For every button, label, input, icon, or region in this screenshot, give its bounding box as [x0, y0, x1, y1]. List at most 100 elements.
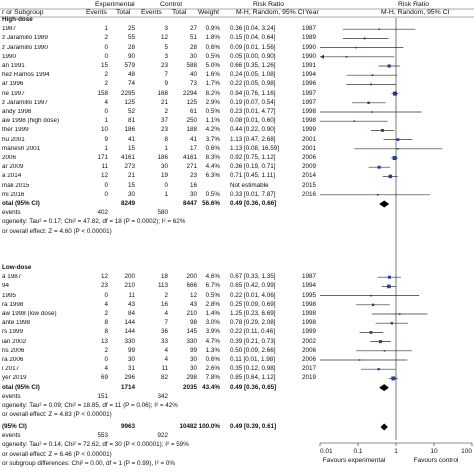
exp-total: 99: [127, 346, 135, 354]
risk-ratio-ci: 0.19 [0.07, 0.54]: [230, 98, 276, 106]
exp-events: 4: [104, 98, 108, 106]
point-0-9-marker: [370, 111, 373, 113]
study-name: ar 2009: [2, 164, 24, 171]
header-ctrl-total: Total: [172, 9, 187, 16]
study-year: 1998: [302, 300, 317, 308]
ctrl-total: 588: [186, 62, 197, 69]
weight: 5.0%: [205, 62, 220, 69]
events-exp: 151: [97, 392, 108, 400]
point-1-2-marker: [370, 294, 372, 297]
exp-total: 296: [124, 374, 135, 382]
exp-events: 158: [97, 89, 108, 97]
study-name: ian 2002: [2, 338, 27, 345]
subtotal-ctrl-total: 8447: [182, 200, 197, 207]
exp-events: 10: [100, 126, 108, 134]
study-name: hez Ramos 1994: [2, 72, 50, 79]
ctrl-total: 200: [186, 273, 197, 281]
ctrl-total: 61: [189, 108, 197, 115]
study-name: mali 2015: [2, 182, 30, 189]
ctrl-total: 41: [189, 135, 197, 143]
exp-events: 12: [100, 273, 108, 281]
ctrl-total: 250: [186, 117, 197, 125]
ctrl-total: 330: [186, 337, 197, 345]
exp-events: 4: [104, 300, 108, 308]
events-exp: 402: [97, 209, 108, 217]
study-name: yer 2019: [2, 375, 27, 382]
study-name: 1990: [2, 53, 17, 60]
ctrl-events: 18: [160, 273, 168, 281]
ctrl-total: 17: [189, 144, 197, 152]
exp-events: 0: [104, 108, 108, 115]
point-1-6-marker: [369, 331, 373, 334]
ctrl-total: 30: [189, 365, 197, 373]
weight: 1.6%: [205, 71, 220, 79]
weight: 3.7%: [205, 135, 220, 143]
weight: 8.3%: [205, 154, 220, 161]
risk-ratio-ci: 0.23 [0.01, 4.77]: [230, 108, 276, 115]
ctrl-events: 33: [160, 337, 168, 345]
exp-events: 2: [104, 310, 108, 317]
study-name: mi 2016: [2, 191, 25, 198]
point-1-5-marker: [390, 321, 394, 325]
overall-ci: 0.49 [0.39, 0.61]: [230, 423, 277, 430]
exp-events: 9: [104, 135, 108, 143]
risk-ratio-ci: 0.78 [0.29, 2.08]: [230, 319, 276, 327]
exp-total: 81: [127, 117, 135, 125]
ctrl-total: 23: [189, 172, 197, 180]
risk-ratio-ci: 0.36 [0.19, 0.71]: [230, 163, 276, 171]
ctrl-total: 99: [189, 346, 197, 354]
point-0-0-marker: [378, 28, 380, 30]
exp-events: 2: [104, 71, 108, 79]
exp-events: 69: [100, 374, 108, 382]
subtotal-weight: 56.6%: [202, 200, 220, 207]
weight: 1.7%: [205, 80, 220, 88]
ctrl-total: 40: [189, 71, 197, 79]
point-1-4-marker: [398, 313, 401, 315]
subtotal-label: otal (95% CI): [2, 200, 40, 207]
exp-events: 13: [100, 337, 108, 345]
header-study-column: r or Subgroup: [2, 9, 44, 16]
study-year: 1987: [302, 25, 317, 33]
point-1-10-marker: [377, 368, 380, 371]
ctrl-events: 5: [164, 43, 168, 51]
study-year: 1998: [302, 108, 317, 115]
exp-events: 2: [104, 346, 108, 354]
exp-total: 74: [127, 80, 135, 88]
risk-ratio-ci: 0.94 [0.76, 1.16]: [230, 89, 276, 97]
ctrl-total: 16: [189, 181, 197, 189]
exp-total: 579: [124, 62, 135, 69]
study-name: rs 1999: [2, 329, 24, 336]
study-year: 1998: [302, 319, 317, 327]
ctrl-events: 21: [160, 98, 168, 106]
ctrl-total: 30: [189, 190, 197, 198]
risk-ratio-ci: 0.71 [0.45, 1.11]: [230, 172, 276, 180]
study-name: aw 1998 (high dose): [2, 118, 60, 125]
exp-events: 23: [100, 282, 108, 290]
subgroup-title-0: High-dose: [2, 16, 33, 23]
exp-total: 55: [127, 34, 135, 42]
weight: 0.5%: [205, 52, 220, 60]
exp-total: 144: [124, 319, 135, 327]
study-year: 1990: [302, 43, 317, 51]
exp-total: 2295: [120, 89, 135, 97]
point-0-3-ci-arrow-left: [320, 54, 324, 59]
study-year: 2016: [302, 190, 317, 198]
study-year: 1999: [302, 328, 317, 336]
weight: 6.7%: [205, 282, 220, 290]
weight: 4.4%: [205, 163, 220, 171]
header-ctrl-events: Events: [141, 9, 162, 16]
subtotal-weight: 43.4%: [202, 383, 220, 391]
ctrl-events: 8: [164, 135, 168, 143]
weight: 2.8%: [205, 300, 220, 308]
study-name: z Jaramillo 1990: [2, 44, 48, 51]
ctrl-events: 3: [164, 25, 168, 33]
ctrl-total: 30: [189, 356, 197, 363]
study-name: ante 1998: [2, 320, 31, 327]
weight: 1.4%: [205, 310, 220, 317]
ctrl-total: 28: [189, 43, 197, 51]
study-name: a 2014: [2, 173, 22, 180]
header-year: Year: [305, 9, 319, 16]
ctrl-total: 298: [186, 374, 197, 382]
exp-events: 11: [101, 163, 108, 171]
header-method-right: M-H, Random, 95% CI: [381, 9, 450, 16]
